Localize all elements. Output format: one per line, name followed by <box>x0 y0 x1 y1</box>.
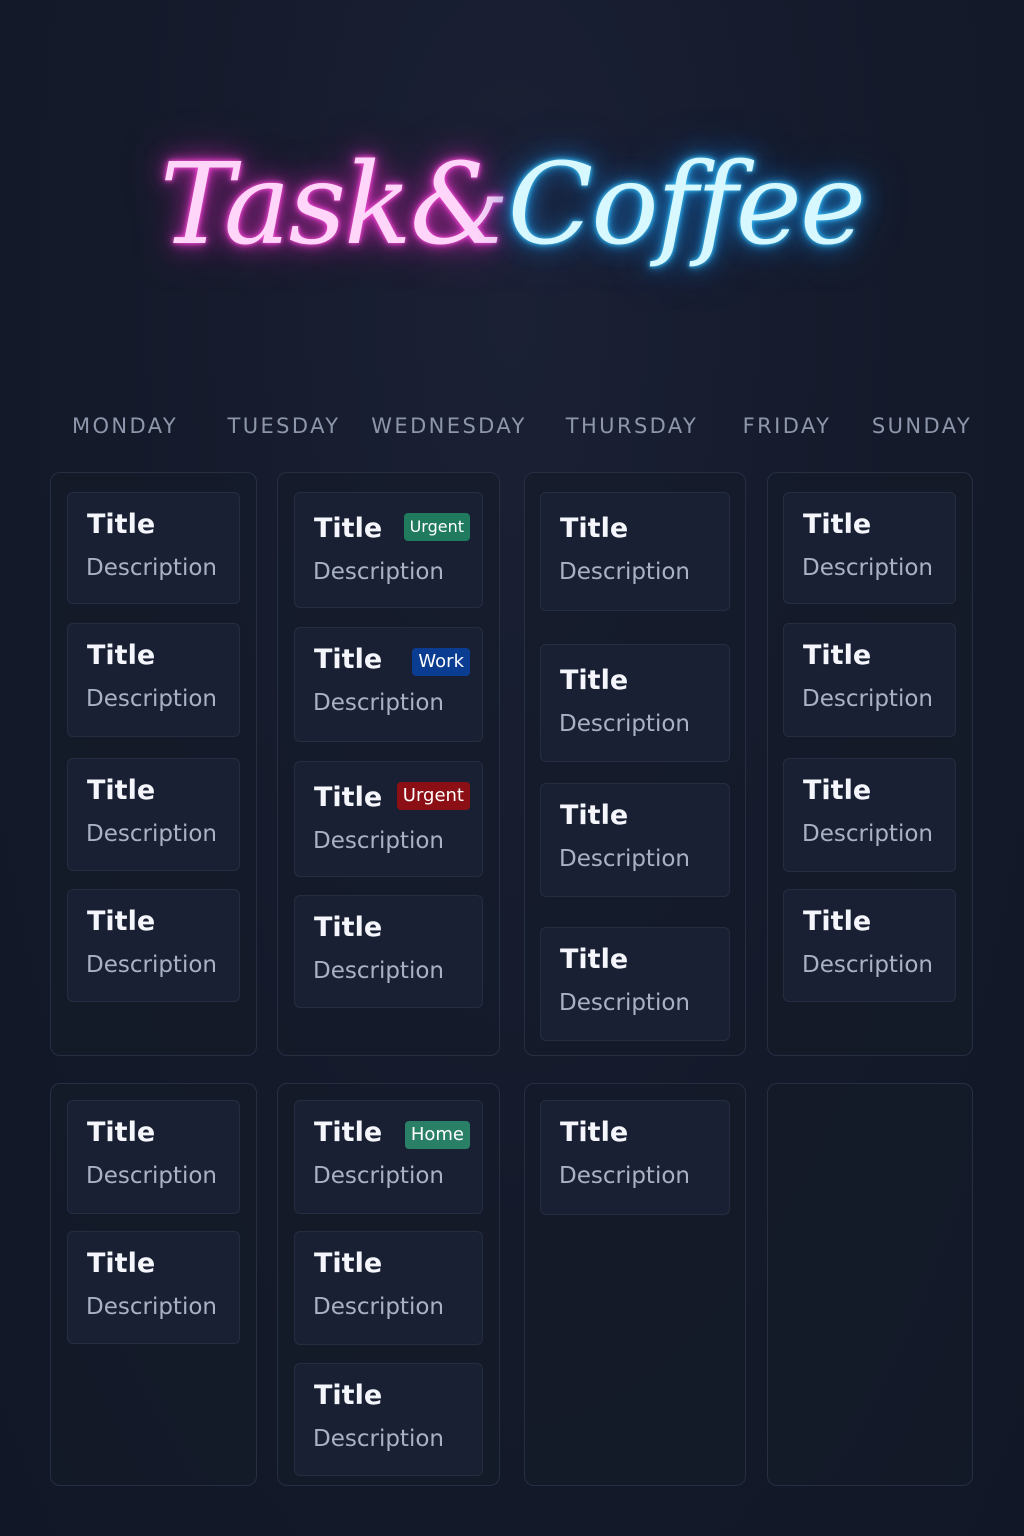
task-title: Title <box>560 1117 629 1148</box>
task-description: Description <box>86 952 217 978</box>
task-title: Title <box>87 509 156 540</box>
task-card[interactable]: Title Description <box>294 1231 483 1345</box>
tag-badge-urgent: Urgent <box>403 513 470 541</box>
task-description: Description <box>313 1426 444 1452</box>
task-description: Description <box>802 821 933 847</box>
task-title: Title <box>803 906 872 937</box>
tag-badge-home: Home <box>404 1121 470 1149</box>
task-card[interactable]: Title Description <box>67 889 240 1002</box>
task-card[interactable]: Title Description <box>294 895 483 1008</box>
task-card[interactable]: Title Description Urgent <box>294 492 483 608</box>
task-description: Description <box>86 1163 217 1189</box>
day-header-thursday[interactable]: THURSDAY <box>565 414 699 438</box>
task-description: Description <box>802 686 933 712</box>
tag-badge-urgent: Urgent <box>396 782 470 810</box>
task-card[interactable]: Title Description <box>783 889 956 1002</box>
task-title: Title <box>314 1380 383 1411</box>
task-description: Description <box>559 711 690 737</box>
task-title: Title <box>314 782 383 813</box>
task-title: Title <box>87 1248 156 1279</box>
day-header-monday[interactable]: MONDAY <box>71 414 179 438</box>
task-description: Description <box>86 555 217 581</box>
task-description: Description <box>86 686 217 712</box>
app-logo: Task&Coffee <box>0 140 1024 270</box>
logo-part-task: Task& <box>159 140 510 270</box>
task-card[interactable]: Title Description <box>540 644 730 762</box>
task-card[interactable]: Title Description <box>67 1231 240 1344</box>
task-card[interactable]: Title Description <box>67 1100 240 1214</box>
task-title: Title <box>314 1117 383 1148</box>
task-card[interactable]: Title Description Home <box>294 1100 483 1214</box>
task-title: Title <box>803 509 872 540</box>
task-description: Description <box>86 1294 217 1320</box>
task-title: Title <box>87 906 156 937</box>
task-card[interactable]: Title Description <box>783 492 956 604</box>
task-card[interactable]: Title Description <box>67 492 240 604</box>
task-description: Description <box>86 821 217 847</box>
task-description: Description <box>802 952 933 978</box>
task-title: Title <box>560 800 629 831</box>
task-card[interactable]: Title Description <box>67 758 240 871</box>
task-card[interactable]: Title Description <box>783 758 956 872</box>
task-card[interactable]: Title Description <box>540 492 730 611</box>
task-title: Title <box>87 640 156 671</box>
task-description: Description <box>559 1163 690 1189</box>
task-card[interactable]: Title Description <box>540 783 730 897</box>
tag-badge-work: Work <box>412 648 470 676</box>
day-header-tuesday[interactable]: TUESDAY <box>227 414 341 438</box>
task-card[interactable]: Title Description <box>783 623 956 737</box>
task-card[interactable]: Title Description Urgent <box>294 761 483 877</box>
day-header-friday[interactable]: FRIDAY <box>742 414 832 438</box>
task-description: Description <box>559 990 690 1016</box>
task-title: Title <box>314 644 383 675</box>
task-description: Description <box>313 559 444 585</box>
task-title: Title <box>314 1248 383 1279</box>
task-card[interactable]: Title Description Work <box>294 627 483 742</box>
day-header-sunday[interactable]: SUNDAY <box>871 414 973 438</box>
task-title: Title <box>314 912 383 943</box>
task-card[interactable]: Title Description <box>540 927 730 1041</box>
column-panel <box>767 1083 973 1486</box>
task-description: Description <box>313 690 444 716</box>
logo-part-coffee: Coffee <box>507 140 867 270</box>
task-description: Description <box>802 555 933 581</box>
task-title: Title <box>87 1117 156 1148</box>
task-description: Description <box>559 559 690 585</box>
task-title: Title <box>560 513 629 544</box>
task-card[interactable]: Title Description <box>294 1363 483 1476</box>
task-title: Title <box>560 665 629 696</box>
task-card[interactable]: Title Description <box>540 1100 730 1215</box>
task-title: Title <box>314 513 383 544</box>
task-title: Title <box>560 944 629 975</box>
task-description: Description <box>313 828 444 854</box>
task-title: Title <box>803 640 872 671</box>
task-title: Title <box>803 775 872 806</box>
task-description: Description <box>559 846 690 872</box>
task-description: Description <box>313 1294 444 1320</box>
task-card[interactable]: Title Description <box>67 623 240 737</box>
task-description: Description <box>313 1163 444 1189</box>
task-description: Description <box>313 958 444 984</box>
task-title: Title <box>87 775 156 806</box>
day-header-wednesday[interactable]: WEDNESDAY <box>371 414 527 438</box>
